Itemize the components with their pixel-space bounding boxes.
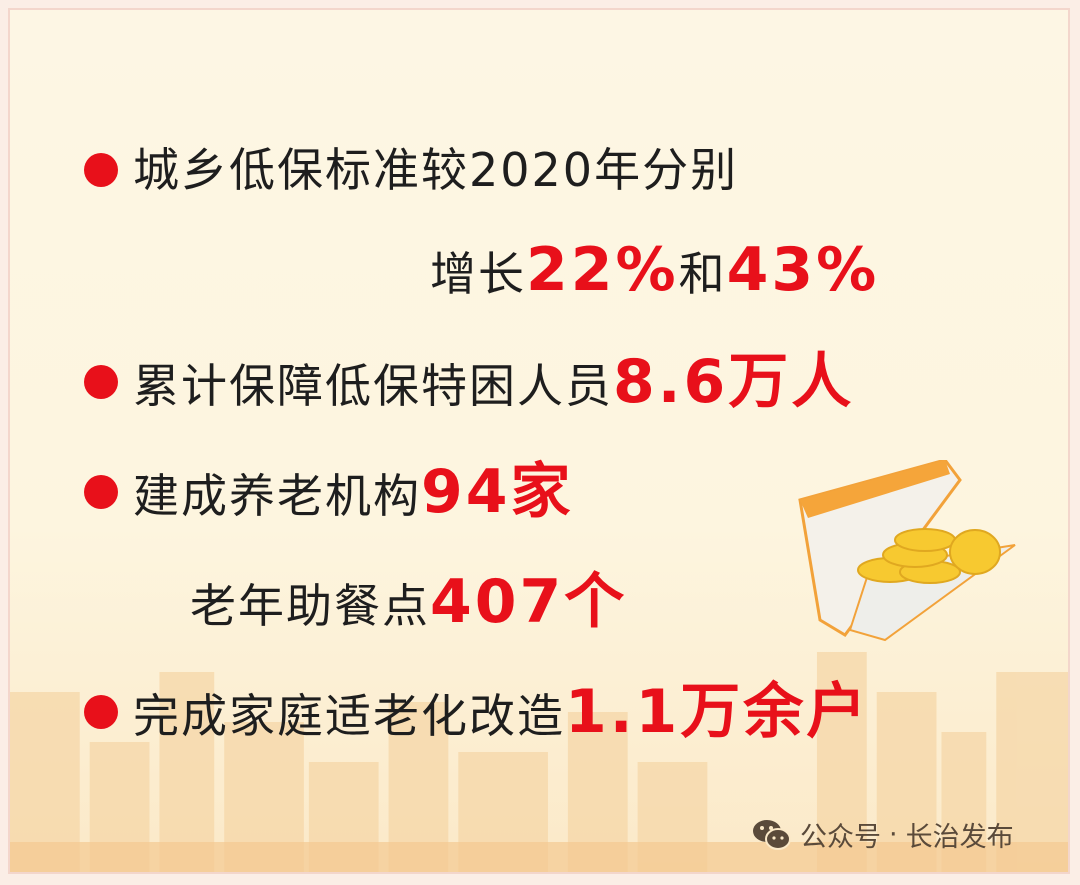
infographic-card: 城乡低保标准较2020年分别 增长 22% 和 43% 累计保障低保特困人员 8… [8, 8, 1070, 874]
bullet-icon [84, 475, 118, 509]
stat-line-2: 增长 22% 和 43% [430, 240, 879, 304]
stat-line-5: 老年助餐点 407个 [190, 572, 627, 636]
watermark: 公众号 · 长治发布 [752, 815, 1014, 854]
bullet-icon [84, 365, 118, 399]
stat-line-3: 累计保障低保特困人员 8.6万人 [133, 352, 854, 416]
watermark-label: 公众号 [800, 822, 881, 853]
stat-value: 8.6万人 [613, 347, 855, 417]
watermark-account: 长治发布 [905, 822, 1014, 853]
bullet-icon [84, 153, 118, 187]
stat-value: 94家 [421, 457, 574, 527]
stat-text: 完成家庭适老化改造 [133, 689, 565, 743]
bullet-icon [84, 695, 118, 729]
watermark-separator: · [889, 819, 898, 850]
stat-text: 老年助餐点 [190, 579, 430, 633]
stat-line-1: 城乡低保标准较2020年分别 [133, 140, 738, 200]
stat-text: 建成养老机构 [133, 469, 421, 523]
stat-line-6: 完成家庭适老化改造 1.1万余户 [133, 682, 869, 746]
stat-value: 1.1万余户 [565, 677, 870, 747]
stat-text: 和 [678, 247, 727, 301]
city-skyline-illustration [10, 652, 1068, 872]
stat-value: 407个 [430, 567, 628, 637]
stat-value-urban: 43% [726, 235, 880, 305]
stat-text: 增长 [430, 247, 526, 301]
stat-line-4: 建成养老机构 94家 [133, 462, 574, 526]
stat-text: 城乡低保标准较2020年分别 [133, 143, 739, 197]
wallet-coins-illustration [798, 460, 1016, 642]
stat-value-rural: 22% [526, 235, 679, 305]
stat-text: 累计保障低保特困人员 [133, 359, 613, 413]
wechat-icon [753, 819, 791, 850]
